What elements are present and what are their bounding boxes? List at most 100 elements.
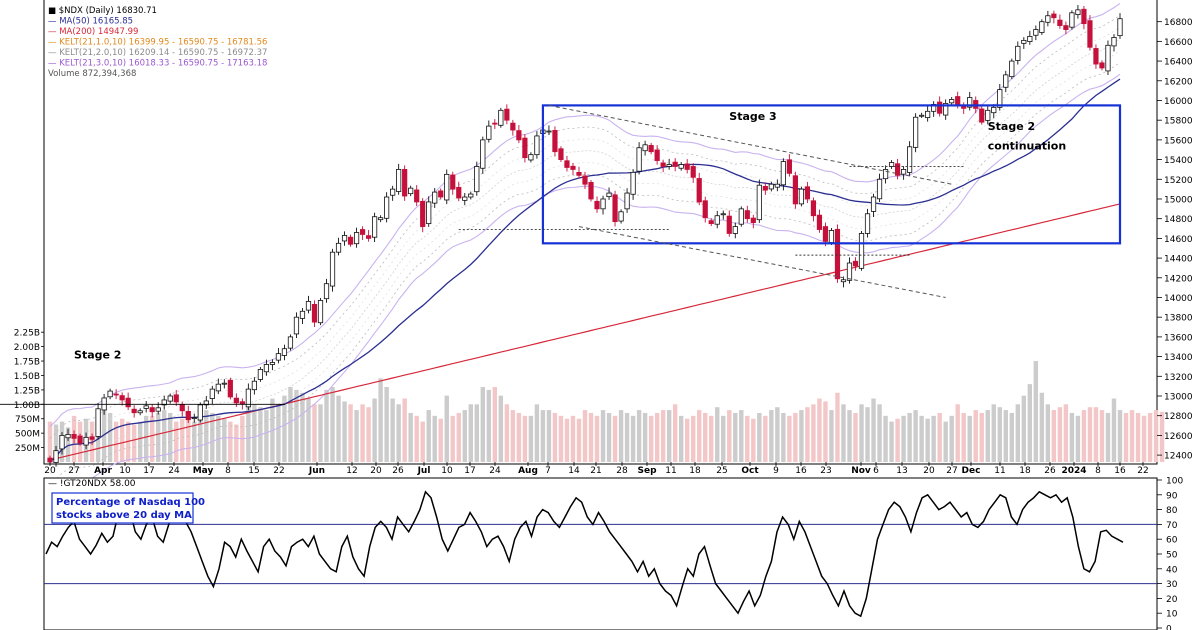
stage-3-range-box: [541, 104, 1122, 245]
candle-body: [840, 279, 847, 283]
volume-bar: [955, 404, 960, 462]
indicator-panel-frame: [43, 477, 1158, 630]
volume-bar: [684, 418, 690, 462]
date-tick-label: 25: [716, 466, 727, 476]
indicator-tick-label: 20: [1166, 595, 1178, 605]
volume-bar: [1015, 404, 1021, 462]
volume-bar: [426, 410, 431, 462]
volume-bar: [871, 398, 876, 462]
candle-body: [792, 175, 798, 205]
date-tick-label: 8: [1095, 466, 1101, 476]
volume-bar: [588, 412, 594, 462]
candle-body: [660, 162, 666, 167]
legend-entry: ■ $NDX (Daily) 16830.71: [48, 6, 157, 16]
date-tick-label: 23: [820, 466, 831, 476]
volume-bar: [582, 410, 588, 462]
candle-body: [1009, 60, 1015, 78]
volume-bar: [204, 410, 209, 462]
candle-body: [432, 191, 438, 204]
date-tick-label: Jul: [417, 466, 431, 476]
candle-body: [828, 230, 835, 243]
volume-tick-label: 1.25B: [14, 386, 40, 396]
volume-bar: [1135, 412, 1141, 462]
volume-bar: [1051, 410, 1057, 462]
date-tick-label: 12: [346, 466, 357, 476]
volume-bar: [468, 404, 473, 462]
date-tick-label: Jun: [308, 466, 325, 476]
date-tick-label: 22: [1137, 466, 1148, 476]
candle-body: [155, 407, 161, 412]
indicator-axis: 0 10 20 30 40 50 60 70 80 90 100: [1157, 477, 1183, 630]
candle-body: [810, 200, 817, 217]
volume-tick-label: 1.00B: [14, 401, 40, 411]
price-tick-label: 14800: [1164, 215, 1193, 225]
candle-body: [900, 169, 907, 175]
candle-body: [684, 163, 690, 170]
volume-bar: [823, 401, 828, 462]
date-tick-label: 27: [68, 466, 79, 476]
volume-bar: [456, 412, 461, 462]
candle-body: [65, 434, 71, 439]
candle-body: [474, 166, 480, 193]
stage-annotation: Stage 2: [74, 349, 121, 362]
candle-body: [203, 400, 209, 406]
volume-tick-label: 1.50B: [14, 372, 40, 382]
candle-body: [71, 434, 77, 439]
candle-body: [53, 450, 59, 463]
date-tick-label: 6: [873, 466, 879, 476]
volume-bar: [1045, 404, 1051, 462]
date-tick-label: May: [193, 466, 214, 476]
candle-body: [245, 388, 251, 408]
indicator-tick-label: 30: [1166, 580, 1178, 590]
price-tick-label: 15000: [1164, 195, 1193, 205]
candle-body: [834, 228, 841, 280]
candle-body: [113, 393, 119, 396]
volume-bar: [420, 421, 425, 462]
volume-bar: [636, 410, 642, 462]
price-axis: 12400 12600 12800 13000 13200 13400 13600 13800…: [1157, 18, 1193, 462]
volume-bar: [156, 412, 161, 462]
date-tick-label: 26: [1044, 466, 1056, 476]
volume-bar: [564, 418, 570, 462]
volume-bar: [697, 410, 702, 462]
volume-bar: [330, 387, 335, 462]
candle-body: [269, 362, 276, 365]
volume-bar: [642, 412, 648, 462]
candle-body: [335, 242, 342, 253]
legend-entry: — KELT(21,1.0,10) 16399.95 - 16590.75 - …: [48, 38, 267, 48]
candle-body: [293, 316, 300, 335]
volume-bar: [853, 412, 858, 462]
volume-bar: [1111, 398, 1117, 462]
volume-bar: [65, 427, 71, 462]
candle-body: [510, 122, 516, 131]
date-tick-label: 20: [923, 466, 935, 476]
date-tick-label: 13: [896, 466, 907, 476]
volume-bar: [751, 418, 756, 462]
keltner-mid-line: [49, 38, 1121, 463]
volume-tick-label: 500M: [15, 430, 40, 440]
volume-bar: [180, 418, 185, 462]
candle-body: [107, 390, 113, 398]
candle-body: [317, 300, 324, 324]
candle-body: [576, 171, 582, 176]
candle-body: [702, 200, 708, 219]
candle-body: [1087, 20, 1093, 48]
candle-body: [498, 109, 504, 126]
volume-bar: [793, 412, 798, 462]
volume-bar: [186, 415, 191, 462]
volume-bar: [600, 410, 606, 462]
volume-bar: [312, 404, 317, 462]
candle-body: [937, 101, 943, 114]
candle-body: [756, 184, 762, 221]
volume-bar: [811, 404, 816, 462]
chart-overlays: [458, 104, 1122, 298]
candle-body: [1105, 44, 1111, 72]
indicator-tick-label: 50: [1166, 551, 1178, 561]
volume-bar: [222, 418, 227, 462]
date-tick-label: Aug: [518, 466, 538, 476]
volume-bar: [149, 415, 155, 462]
volume-bar: [660, 410, 666, 462]
volume-bar: [210, 412, 215, 462]
candle-body: [600, 198, 606, 210]
volume-bar: [847, 410, 852, 462]
